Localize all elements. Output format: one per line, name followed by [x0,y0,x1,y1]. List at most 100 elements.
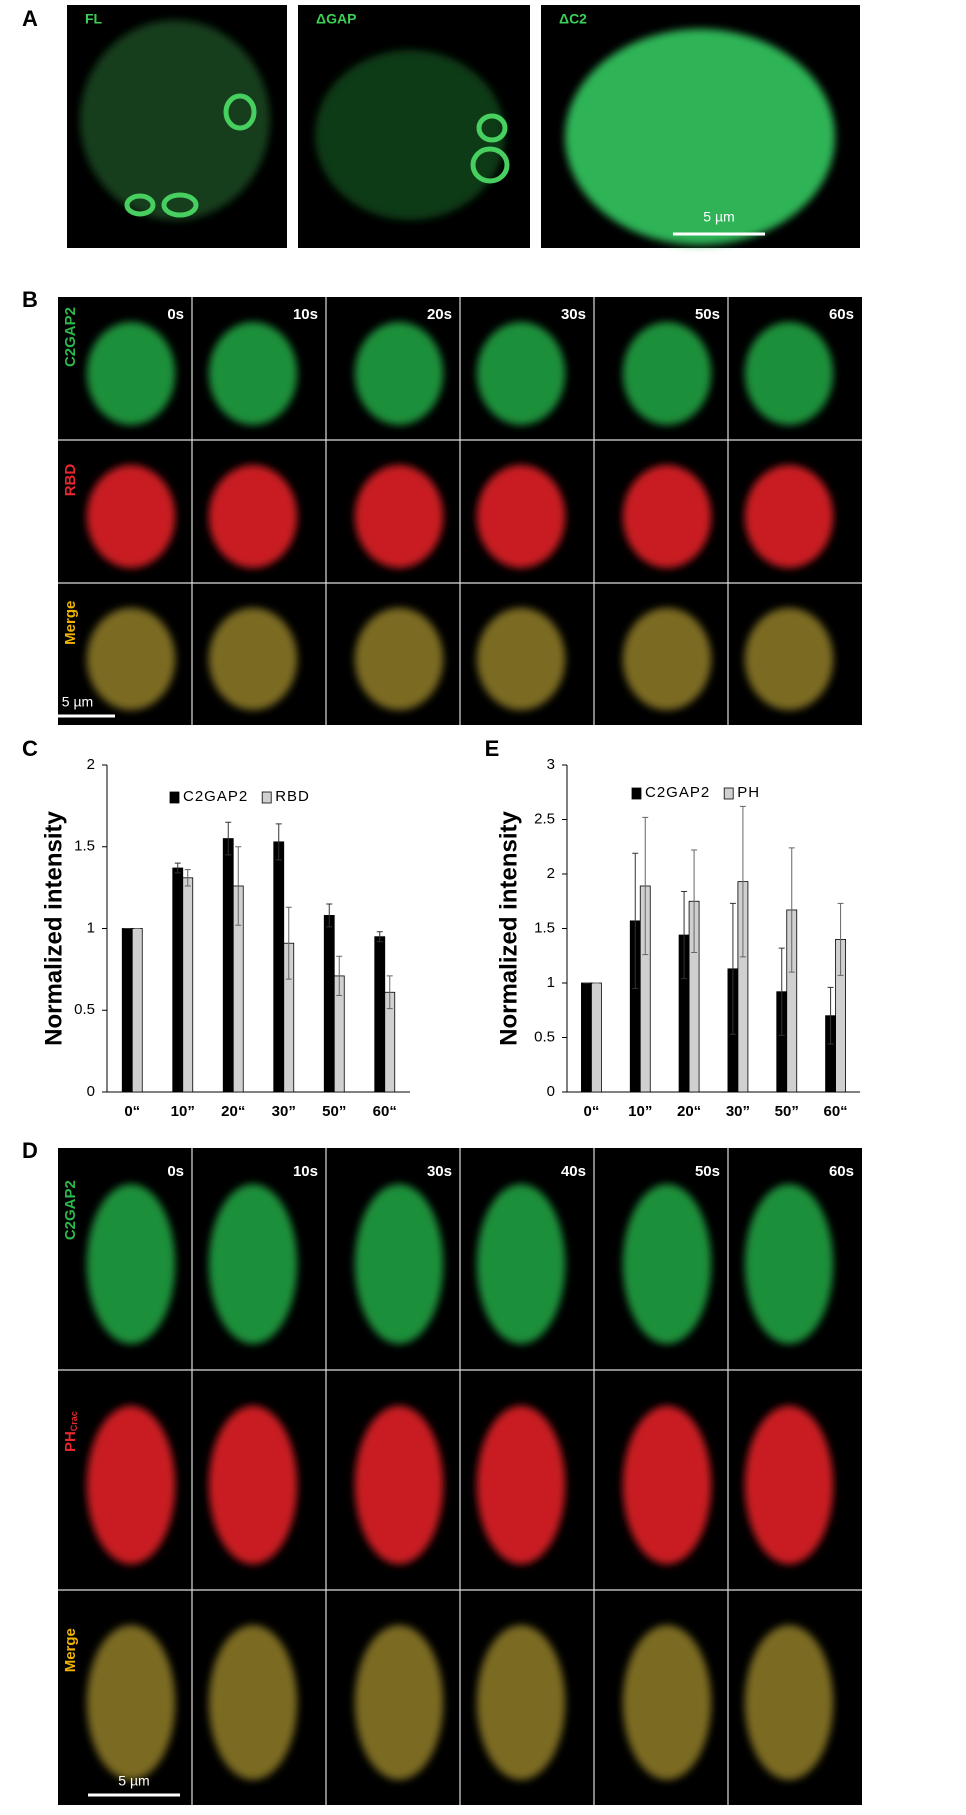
legend-swatch [631,787,642,800]
cell [622,465,712,568]
error-bar [326,903,333,928]
image-label: FL [85,11,103,27]
cell [476,322,566,425]
cell [744,1405,834,1565]
row-label: C2GAP2 [62,307,79,367]
error-bar [837,902,844,976]
x-tick-label: 60“ [823,1103,847,1120]
error-bar [642,816,649,956]
y-tick-label: 1.5 [534,919,555,936]
cell [744,465,834,568]
x-tick-label: 20“ [221,1103,245,1120]
bar [172,867,184,1093]
vesicle [470,146,510,184]
y-axis-label: Normalized intensity [495,810,522,1045]
y-tick-label: 2 [547,865,555,882]
x-tick-label: 0“ [124,1103,140,1120]
legend-label: PH [737,784,760,801]
x-tick-label: 30” [726,1103,750,1120]
y-tick-label: 0 [87,1083,95,1100]
cell [476,607,566,711]
legend-label: RBD [275,788,310,805]
image-label: ΔC2 [559,11,587,27]
error-bar [386,975,393,1010]
error-bar [729,902,736,1035]
cell [354,1184,444,1344]
cell [354,322,444,425]
row-label: PHCrac [62,1411,79,1452]
cell [354,607,444,711]
scale-bar-label: 5 µm [62,694,93,710]
cell [622,1625,712,1780]
nucleus-cell [565,29,835,245]
time-label: 30s [427,1163,452,1180]
cell [622,607,712,711]
cell [86,1184,176,1344]
cell [208,1625,298,1780]
y-tick-label: 0.5 [534,1028,555,1045]
bar [591,982,602,1093]
panel-label: B [22,287,38,312]
cell [80,20,270,220]
error-bar [778,947,785,1036]
y-tick-label: 2.5 [534,810,555,827]
legend-swatch [723,787,734,800]
row-label: Merge [62,601,79,645]
vesicle [161,192,199,218]
error-bar [681,890,688,980]
x-tick-label: 10” [171,1103,195,1120]
y-axis-label: Normalized intensity [40,810,67,1045]
panel-label: E [485,736,500,761]
cell [354,1625,444,1780]
vesicle [476,113,508,143]
time-label: 60s [829,1163,854,1180]
time-label: 0s [167,306,184,323]
legend-swatch [261,791,272,804]
y-tick-label: 1 [547,974,555,991]
cell [744,1625,834,1780]
cell [476,1625,566,1780]
error-bar [225,821,232,856]
panel-label: A [22,6,38,31]
error-bar [827,986,834,1045]
panel-label: D [22,1138,38,1163]
y-tick-label: 0.5 [74,1001,95,1018]
time-label: 10s [293,1163,318,1180]
error-bar [788,847,795,973]
y-tick-label: 0 [547,1083,555,1100]
cell [476,465,566,568]
bar [374,936,386,1093]
cell [86,465,176,568]
cell [476,1184,566,1344]
cell [622,1405,712,1565]
vesicle [223,93,257,131]
legend-label: C2GAP2 [183,788,248,805]
error-bar [174,862,181,874]
cell [208,607,298,711]
error-bar [275,823,282,861]
error-bar [632,852,639,989]
time-label: 50s [695,306,720,323]
time-label: 30s [561,306,586,323]
cell [354,1405,444,1565]
row-label: Merge [62,1628,79,1672]
time-label: 60s [829,306,854,323]
separator [287,5,298,248]
cell [744,1184,834,1344]
y-tick-label: 2 [87,756,95,773]
x-tick-label: 30” [272,1103,296,1120]
y-tick-label: 3 [547,756,555,773]
error-bar [691,849,698,953]
y-tick-label: 1 [87,919,95,936]
legend-label: C2GAP2 [645,784,710,801]
legend-swatch [169,791,180,804]
row-label-text: Merge [62,1628,79,1672]
time-label: 20s [427,306,452,323]
scale-bar-label: 5 µm [118,1773,149,1789]
time-label: 50s [695,1163,720,1180]
separator [530,5,541,248]
panel-label: C [22,736,38,761]
cell [208,322,298,425]
